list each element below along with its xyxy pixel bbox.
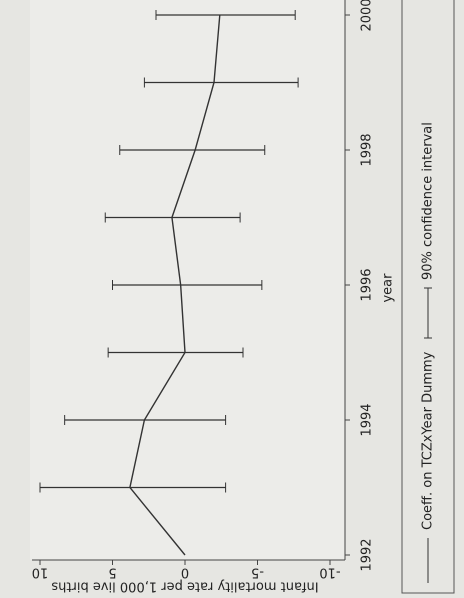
y-axis-title: Infant mortality rate per 1,000 live bir… xyxy=(51,579,318,594)
x-tick-label: 1998 xyxy=(360,133,375,166)
y-tick-label: -10 xyxy=(319,565,340,580)
y-tick-label: 0 xyxy=(181,565,189,580)
legend-label: Coeff. on TCZxYear Dummy xyxy=(421,351,436,530)
x-tick-label: 1994 xyxy=(360,403,375,436)
x-tick-label: 1996 xyxy=(360,268,375,301)
x-tick-label: 2000 xyxy=(360,0,375,32)
x-tick-label: 1992 xyxy=(360,538,375,571)
legend-box xyxy=(401,0,455,594)
series-line xyxy=(129,14,221,556)
y-tick-label: 5 xyxy=(108,565,116,580)
y-tick-label: 10 xyxy=(32,565,49,580)
legend-label: 90% confidence interval xyxy=(421,122,436,280)
x-axis-title: year xyxy=(381,273,396,303)
rotated-chart: year Infant mortality rate per 1,000 liv… xyxy=(30,0,455,594)
y-tick-label: -5 xyxy=(251,565,264,580)
